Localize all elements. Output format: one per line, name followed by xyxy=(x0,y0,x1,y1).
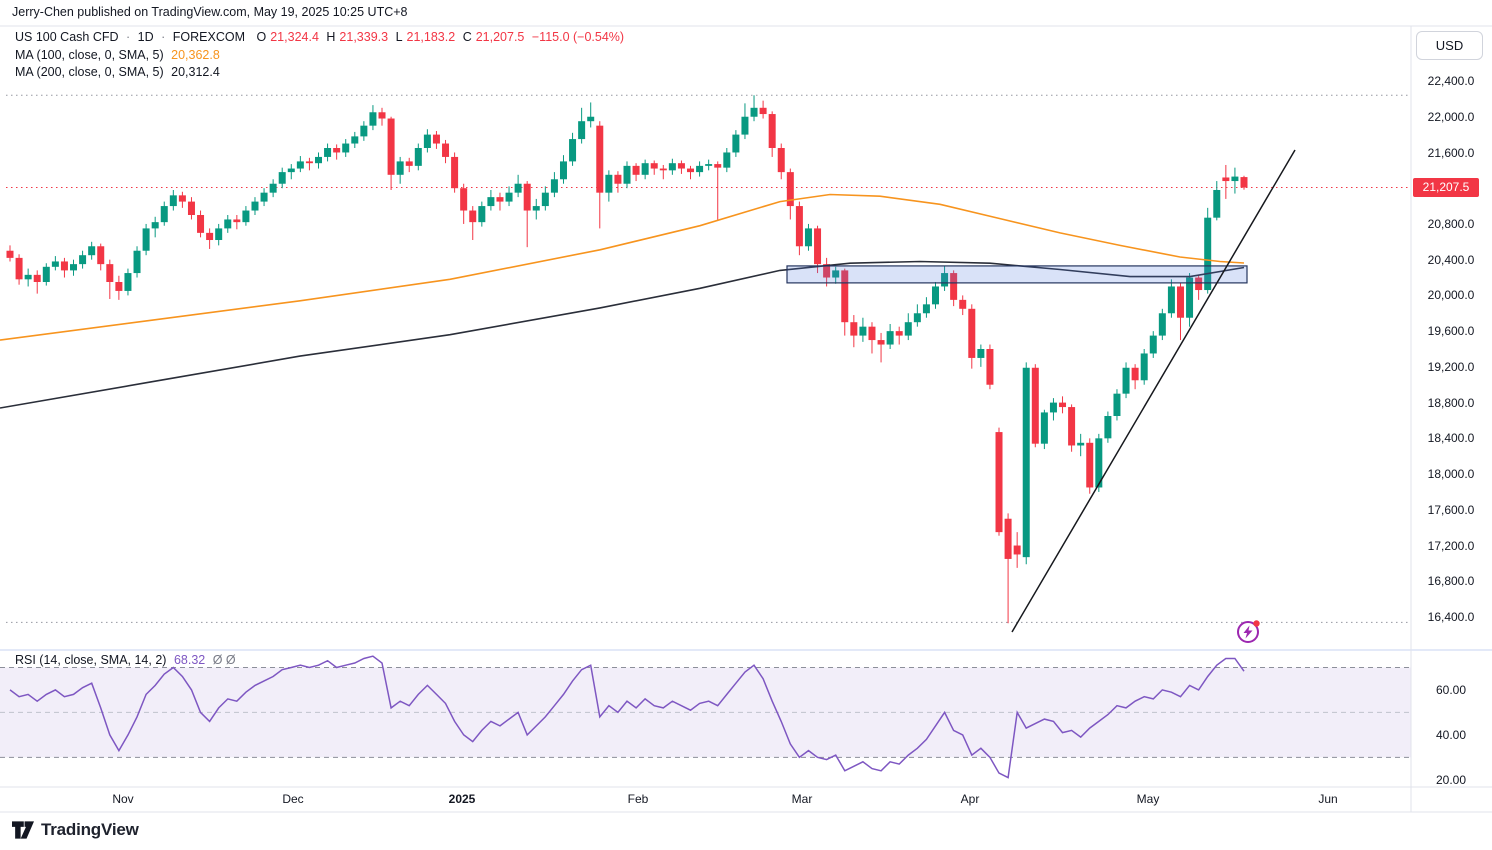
time-label-Jun: Jun xyxy=(1318,792,1338,806)
high-value: 21,339.3 xyxy=(339,30,389,44)
price-tick: 18,800.0 xyxy=(1427,395,1475,410)
rsi-legend[interactable]: RSI (14, close, SMA, 14, 2) 68.32 Ø Ø xyxy=(15,653,240,667)
time-label-Dec: Dec xyxy=(282,792,304,806)
price-tick: 22,400.0 xyxy=(1427,74,1475,88)
open-label: O xyxy=(256,30,267,44)
symbol-legend[interactable]: US 100 Cash CFD · 1D · FOREXCOM O 21,324.… xyxy=(15,30,628,44)
close-value: 21,207.5 xyxy=(475,30,525,44)
time-label-Mar: Mar xyxy=(791,792,813,806)
price-tick: 19,200.0 xyxy=(1427,359,1475,374)
rsi-line xyxy=(9,655,1245,779)
ma100-label: MA (100, close, 0, SMA, 5) xyxy=(15,48,164,62)
currency-button[interactable]: USD xyxy=(1416,31,1483,60)
ma100-line xyxy=(0,193,1245,341)
ma100-value: 20,362.8 xyxy=(171,48,220,62)
low-value: 21,183.2 xyxy=(406,30,456,44)
rsi-label: RSI (14, close, SMA, 14, 2) xyxy=(15,653,167,667)
last-price-badge: 21,207.5 xyxy=(1413,178,1479,197)
price-tick: 22,000.0 xyxy=(1427,109,1475,124)
time-label-2025: 2025 xyxy=(448,792,476,806)
price-tick: 17,200.0 xyxy=(1427,538,1475,553)
close-label: C xyxy=(462,30,472,44)
ma200-legend[interactable]: MA (200, close, 0, SMA, 5) 20,312.4 xyxy=(15,65,224,79)
trendline[interactable] xyxy=(1011,149,1296,633)
ma200-line xyxy=(0,260,1245,409)
price-tick: 16,800.0 xyxy=(1427,574,1475,589)
boost-lightning-icon[interactable] xyxy=(1233,616,1263,646)
low-label: L xyxy=(395,30,403,44)
exchange-label[interactable]: FOREXCOM xyxy=(172,30,246,44)
candlestick-series xyxy=(6,95,1248,624)
rsi-empty-values: Ø Ø xyxy=(212,653,236,667)
price-tick: 20,400.0 xyxy=(1427,252,1475,267)
attribution-text: Jerry-Chen published on TradingView.com,… xyxy=(12,5,408,19)
symbol-title[interactable]: US 100 Cash CFD xyxy=(15,30,119,44)
time-label-Feb: Feb xyxy=(627,792,649,806)
tradingview-mark-icon xyxy=(12,821,34,839)
ma200-label: MA (200, close, 0, SMA, 5) xyxy=(15,65,164,79)
rsi-tick: 40.00 xyxy=(1435,727,1467,742)
time-label-May: May xyxy=(1136,792,1160,806)
change-value: −115.0 (−0.54%) xyxy=(531,30,625,44)
price-tick: 19,600.0 xyxy=(1427,324,1475,339)
price-tick: 16,400.0 xyxy=(1427,610,1475,624)
rsi-value: 68.32 xyxy=(173,653,206,667)
price-tick: 18,000.0 xyxy=(1427,467,1475,482)
price-tick: 17,600.0 xyxy=(1427,502,1475,517)
high-label: H xyxy=(326,30,336,44)
brand-name: TradingView xyxy=(41,820,139,839)
legend-separator: · xyxy=(126,30,131,44)
rsi-tick: 20.00 xyxy=(1435,772,1467,787)
price-tick: 21,600.0 xyxy=(1427,145,1475,160)
open-value: 21,324.4 xyxy=(270,30,319,44)
price-tick: 20,000.0 xyxy=(1427,288,1475,303)
rsi-tick: 60.00 xyxy=(1435,682,1467,697)
price-tick: 20,800.0 xyxy=(1427,216,1475,231)
time-label-Apr: Apr xyxy=(960,792,980,806)
legend-separator: · xyxy=(161,30,166,44)
ma100-legend[interactable]: MA (100, close, 0, SMA, 5) 20,362.8 xyxy=(15,48,224,62)
interval-label[interactable]: 1D xyxy=(137,30,154,44)
price-tick: 18,400.0 xyxy=(1427,431,1475,446)
support-zone-box[interactable] xyxy=(786,265,1248,284)
tradingview-footer-logo[interactable]: TradingView xyxy=(12,820,139,840)
time-label-Nov: Nov xyxy=(112,792,134,806)
ma200-value: 20,312.4 xyxy=(171,65,220,79)
notification-dot xyxy=(1253,620,1260,627)
